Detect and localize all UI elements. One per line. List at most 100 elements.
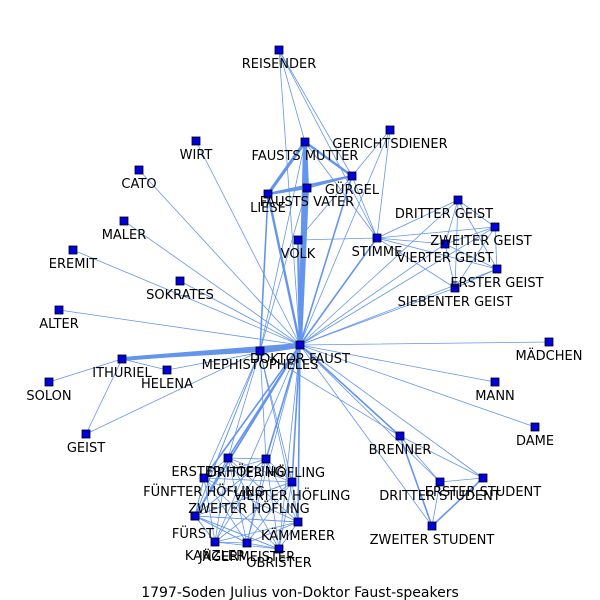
edge-ithuriel-solon — [48, 358, 123, 383]
edge-volk-gurgel — [297, 175, 353, 241]
node-obrister — [274, 544, 284, 554]
edge-erster-student-zweiter-student — [431, 477, 484, 527]
edge-doktor-faust-dritter-geist — [299, 199, 459, 346]
edge-doktor-faust-zweiter-geist — [299, 226, 496, 346]
edge-stimme-zweiter-geist — [376, 226, 496, 239]
node-label-vierter-hofling: VIERTER HÖFLING — [234, 487, 351, 504]
node-stimme — [372, 233, 382, 243]
edge-reisender-stimme — [278, 49, 378, 239]
node-helena — [162, 365, 172, 375]
edge-dritter-hofling-obrister — [265, 458, 280, 550]
node-erster-student — [478, 473, 488, 483]
edge-mephistopheles-vierter-hofling — [259, 350, 293, 483]
node-label-alter: ALTER — [39, 317, 79, 332]
edge-kammerer-obrister — [278, 521, 299, 550]
edge-vierter-hofling-kanzler — [214, 481, 293, 543]
node-label-mephistopheles: MEPHISTOPHELES — [202, 358, 319, 373]
edge-fausts-mutter-fausts-vater — [303, 140, 309, 190]
node-label-helena: HELENA — [141, 377, 193, 392]
edge-stimme-vierter-geist — [376, 237, 446, 245]
edge-doktor-faust-vierter-geist — [299, 243, 446, 346]
node-dritter-student — [435, 477, 445, 487]
edge-doktor-faust-kanzler — [214, 344, 301, 543]
node-fausts-mutter — [300, 137, 310, 147]
node-mephistopheles — [255, 346, 265, 356]
node-label-obrister: OBRISTER — [246, 556, 311, 571]
edge-erster-hofling-obrister — [227, 457, 280, 550]
edge-mephistopheles-kammerer — [259, 350, 299, 523]
node-label-siebenter-geist: SIEBENTER GEIST — [398, 295, 513, 310]
edge-doktor-faust-furst — [194, 344, 301, 517]
edge-dritter-hofling-kammerer — [265, 458, 299, 523]
node-erster-geist — [492, 264, 502, 274]
edge-mephistopheles-fausts-mutter — [259, 141, 306, 352]
node-label-jagermeister: JÄGERMEISTER — [198, 549, 295, 565]
node-label-reisender: REISENDER — [242, 57, 317, 72]
edge-doktor-faust-dritter-hofling — [265, 344, 301, 460]
edge-doktor-faust-stimme — [299, 237, 378, 346]
edge-doktor-faust-eremit — [72, 249, 301, 346]
node-label-ithuriel: ITHURIEL — [92, 366, 152, 381]
edge-mephistopheles-liese — [259, 193, 269, 352]
node-eremit — [68, 245, 78, 255]
edge-gerichtsdiener-stimme — [376, 129, 391, 239]
edge-mephistopheles-erster-hofling — [227, 350, 261, 459]
edge-doktor-faust-siebenter-geist — [299, 287, 456, 346]
edge-gerichtsdiener-gurgel — [351, 129, 391, 177]
edge-zweiter-geist-erster-geist — [494, 226, 498, 270]
node-gurgel — [347, 171, 357, 181]
edge-doktor-faust-funfter-hofling — [203, 344, 301, 479]
node-maler — [119, 216, 129, 226]
edge-reisender-fausts-mutter — [278, 49, 306, 143]
node-cato — [134, 165, 144, 175]
node-label-erster-hofling: ERSTER HÖFLING — [171, 463, 284, 480]
node-volk — [293, 235, 303, 245]
edge-kammerer-kanzler — [214, 521, 299, 543]
node-madchen — [544, 337, 554, 347]
node-label-geist: GEIST — [67, 441, 105, 456]
edge-doktor-faust-fausts-vater — [298, 186, 309, 347]
edge-mephistopheles-brenner — [259, 350, 401, 437]
node-label-zweiter-student: ZWEITER STUDENT — [370, 533, 495, 548]
node-label-dritter-geist: DRITTER GEIST — [395, 207, 493, 222]
node-label-zweiter-geist: ZWEITER GEIST — [430, 234, 532, 249]
edge-erster-hofling-kanzler — [214, 457, 229, 543]
edge-doktor-faust-mann — [299, 344, 496, 383]
edge-funfter-hofling-obrister — [203, 477, 280, 550]
edge-kanzler-jagermeister — [214, 541, 248, 544]
edge-doktor-faust-helena — [166, 344, 301, 371]
node-label-gerichtsdiener: GERICHTSDIENER — [332, 137, 447, 152]
node-dame — [530, 422, 540, 432]
edge-vierter-hofling-kammerer — [291, 481, 299, 523]
edge-doktor-faust-cato — [138, 169, 301, 346]
edge-doktor-faust-volk — [296, 238, 302, 347]
node-wirt — [191, 136, 201, 146]
node-label-volk: VOLK — [281, 247, 316, 262]
edge-doktor-faust-madchen — [299, 341, 550, 346]
node-label-solon: SOLON — [26, 389, 71, 404]
node-label-maler: MALER — [102, 228, 147, 243]
edge-furst-obrister — [194, 515, 280, 550]
labels-layer: REISENDER GERICHTSDIENER WIRT FAUSTS MUTTER… — [26, 57, 582, 571]
node-label-liese: LIESE — [250, 201, 286, 216]
edge-mephistopheles-funfter-hofling — [203, 350, 261, 479]
edge-dritter-hofling-kanzler — [214, 458, 267, 543]
edge-stimme-fausts-mutter — [304, 141, 378, 239]
node-sokrates — [175, 276, 185, 286]
node-label-doktor-faust: DOKTOR FAUST — [250, 352, 350, 367]
node-label-madchen: MÄDCHEN — [516, 348, 583, 364]
edge-funfter-hofling-vierter-hofling — [203, 477, 293, 483]
edge-erster-hofling-vierter-hofling — [227, 457, 293, 483]
edge-doktor-faust-gerichtsdiener — [299, 129, 391, 346]
node-jagermeister — [242, 538, 252, 548]
node-label-cato: CATO — [121, 177, 156, 192]
edge-zweiter-geist-vierter-geist — [444, 226, 496, 245]
edge-kammerer-jagermeister — [246, 521, 299, 544]
node-brenner — [395, 431, 405, 441]
edge-doktor-faust-sokrates — [179, 280, 301, 346]
edge-doktor-faust-kammerer — [297, 344, 301, 523]
edge-fausts-mutter-gurgel — [303, 140, 354, 178]
nodes-layer — [44, 45, 554, 554]
node-label-dritter-hofling: DRITTER HÖFLING — [207, 464, 325, 481]
edge-jagermeister-obrister — [246, 542, 280, 550]
